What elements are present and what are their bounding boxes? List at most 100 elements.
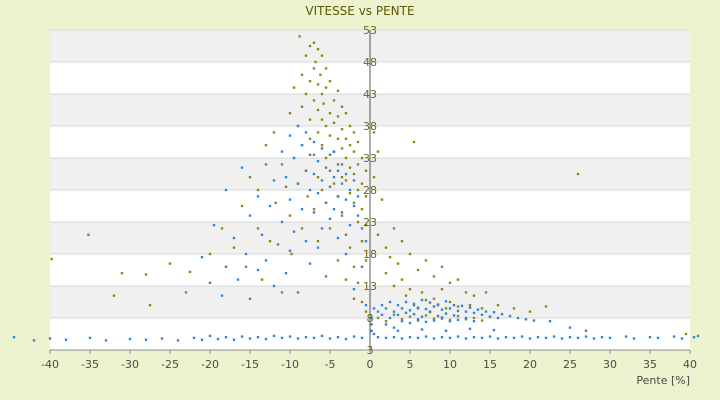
x-tick-label: -30 xyxy=(121,358,139,371)
data-point-blue xyxy=(576,336,580,340)
data-point-blue xyxy=(396,329,400,332)
data-point-olive xyxy=(314,60,317,64)
x-tick-label: -20 xyxy=(201,358,219,371)
data-point-olive xyxy=(336,259,340,262)
data-point-olive xyxy=(288,112,292,115)
data-point-blue xyxy=(300,208,304,211)
data-point-blue xyxy=(388,300,392,304)
data-point-olive xyxy=(240,204,244,208)
data-point-blue xyxy=(344,198,348,201)
x-tick-labels: -40 -35 -30 -25 -20 -15 -10 -5 0 5 10 15 20 25 30 35 40 xyxy=(41,358,697,371)
data-point-olive xyxy=(284,185,288,188)
data-point-blue xyxy=(284,272,288,275)
data-point-olive xyxy=(272,131,276,134)
data-point-blue xyxy=(220,294,224,297)
data-point-olive xyxy=(300,227,304,230)
data-point-olive xyxy=(400,318,404,321)
data-point-blue xyxy=(264,163,268,166)
data-point-olive xyxy=(356,220,360,224)
data-point-blue xyxy=(316,160,320,163)
data-point-blue xyxy=(384,336,388,340)
data-point-blue xyxy=(244,252,248,256)
data-point-blue xyxy=(400,337,404,340)
data-point-olive xyxy=(340,176,344,179)
data-point-blue xyxy=(296,291,300,294)
data-point-blue xyxy=(512,336,516,340)
data-point-blue xyxy=(280,220,284,224)
x-tick-label: 5 xyxy=(407,358,414,371)
data-point-olive xyxy=(392,313,396,316)
data-point-olive xyxy=(336,89,340,92)
data-point-olive xyxy=(432,275,436,278)
data-point-blue xyxy=(328,337,332,340)
data-point-blue xyxy=(452,304,456,307)
data-point-olive xyxy=(168,262,172,265)
data-point-blue xyxy=(412,312,416,316)
data-point-olive xyxy=(344,179,348,182)
data-point-blue xyxy=(356,214,360,217)
data-point-blue xyxy=(64,338,68,341)
data-point-blue xyxy=(200,338,204,341)
data-point-blue xyxy=(448,320,452,323)
data-point-blue xyxy=(384,307,388,310)
data-point-blue xyxy=(348,224,352,227)
data-point-olive xyxy=(444,307,448,310)
data-point-olive xyxy=(396,262,400,265)
data-point-olive xyxy=(360,182,364,185)
data-point-olive xyxy=(348,144,352,147)
data-point-olive xyxy=(332,121,336,124)
data-point-olive xyxy=(376,150,380,153)
data-point-olive xyxy=(316,48,320,51)
data-point-blue xyxy=(344,252,348,256)
x-tick-label: -10 xyxy=(281,358,299,371)
data-point-olive xyxy=(320,118,324,121)
data-point-olive xyxy=(316,176,320,179)
data-point-olive xyxy=(480,319,484,322)
data-point-blue xyxy=(568,336,572,339)
data-point-blue xyxy=(272,179,276,182)
data-point-blue xyxy=(88,336,92,340)
data-point-blue xyxy=(308,188,312,192)
data-point-olive xyxy=(356,188,360,192)
data-point-blue xyxy=(440,336,444,339)
data-point-olive xyxy=(376,316,380,320)
data-point-blue xyxy=(224,336,228,339)
data-point-olive xyxy=(360,156,364,160)
data-point-olive xyxy=(292,86,296,89)
data-point-blue xyxy=(370,329,373,332)
data-point-blue xyxy=(360,336,364,340)
data-point-olive xyxy=(336,137,340,140)
data-point-olive xyxy=(148,304,152,307)
data-point-blue xyxy=(392,310,396,313)
data-point-blue xyxy=(408,309,412,312)
data-point-blue xyxy=(672,335,676,338)
data-point-olive xyxy=(184,291,188,294)
data-point-olive xyxy=(320,54,324,57)
data-point-blue xyxy=(328,185,332,188)
data-point-blue xyxy=(288,134,292,137)
data-point-olive xyxy=(440,265,444,268)
data-point-blue xyxy=(468,306,472,309)
data-point-olive xyxy=(312,153,316,156)
data-point-blue xyxy=(280,336,284,340)
data-point-olive xyxy=(316,108,320,112)
data-point-olive xyxy=(376,233,380,236)
data-point-blue xyxy=(456,318,460,322)
data-point-blue xyxy=(272,334,276,338)
data-point-blue xyxy=(464,316,468,320)
data-point-olive xyxy=(328,80,332,83)
data-point-olive xyxy=(332,182,336,185)
data-point-olive xyxy=(356,163,360,166)
data-point-olive xyxy=(384,320,388,323)
data-point-blue xyxy=(288,198,292,201)
data-point-olive xyxy=(432,317,436,320)
data-point-olive xyxy=(424,298,428,302)
data-point-olive xyxy=(288,214,292,217)
data-point-olive xyxy=(448,300,452,304)
data-point-olive xyxy=(496,304,500,307)
data-point-olive xyxy=(472,316,476,320)
data-point-blue xyxy=(236,278,240,281)
data-point-blue xyxy=(340,163,344,166)
data-point-blue xyxy=(424,307,428,311)
y-tick-label: 48 xyxy=(363,56,377,69)
